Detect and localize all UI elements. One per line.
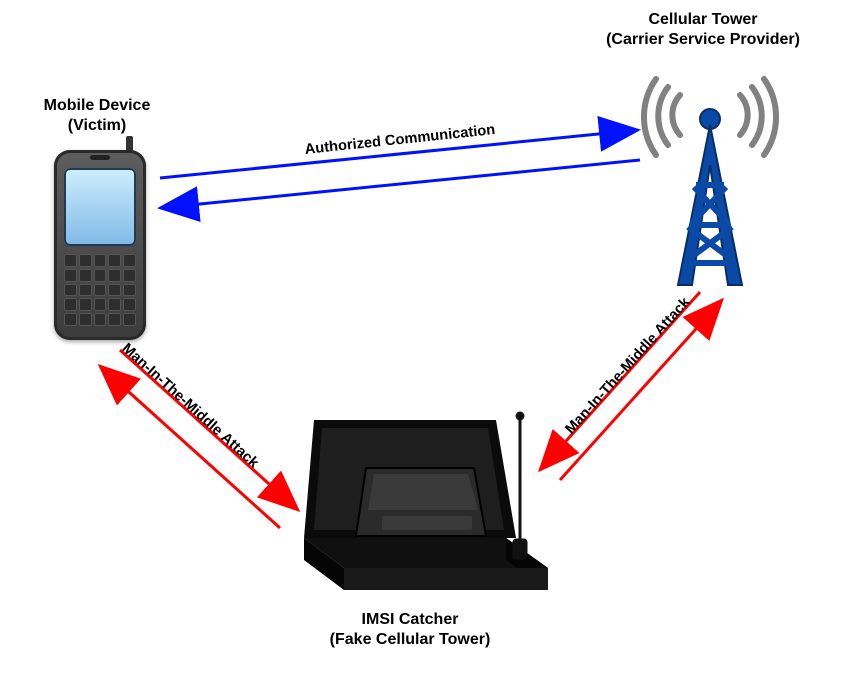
phone-earpiece bbox=[90, 155, 110, 160]
tower-label: Cellular Tower (Carrier Service Provider… bbox=[606, 10, 800, 50]
laptop-icon bbox=[356, 468, 486, 536]
arrow-mitm-left-up bbox=[100, 366, 280, 528]
tower-title: Cellular Tower bbox=[606, 10, 800, 30]
arrow-auth-bottom bbox=[160, 160, 640, 208]
edge-label-mitm-right-up: Man-In-The-Middle Attack bbox=[563, 295, 694, 438]
imsi-catcher-icon bbox=[296, 390, 556, 600]
edge-label-auth-top: Authorized Communication bbox=[304, 122, 496, 158]
tower-subtitle: (Carrier Service Provider) bbox=[606, 30, 800, 50]
phone-keypad bbox=[64, 254, 136, 326]
arrow-mitm-right-up bbox=[560, 300, 722, 480]
mobile-label: Mobile Device (Victim) bbox=[44, 96, 151, 136]
mobile-subtitle: (Victim) bbox=[44, 116, 151, 136]
imsi-label: IMSI Catcher (Fake Cellular Tower) bbox=[330, 610, 491, 650]
mobile-title: Mobile Device bbox=[44, 96, 151, 116]
mobile-device-icon bbox=[54, 150, 146, 340]
edge-label-mitm-left-down: Man-In-The-Middle Attack bbox=[119, 341, 262, 472]
antenna-icon bbox=[514, 413, 526, 558]
diagram-stage: { "canvas": { "width": 860, "height": 67… bbox=[0, 0, 860, 674]
phone-screen bbox=[64, 168, 136, 246]
imsi-title: IMSI Catcher bbox=[330, 610, 491, 630]
case-base-icon bbox=[304, 538, 548, 590]
tower-structure-icon bbox=[678, 109, 742, 285]
cell-tower-icon bbox=[620, 75, 800, 295]
imsi-subtitle: (Fake Cellular Tower) bbox=[330, 630, 491, 650]
